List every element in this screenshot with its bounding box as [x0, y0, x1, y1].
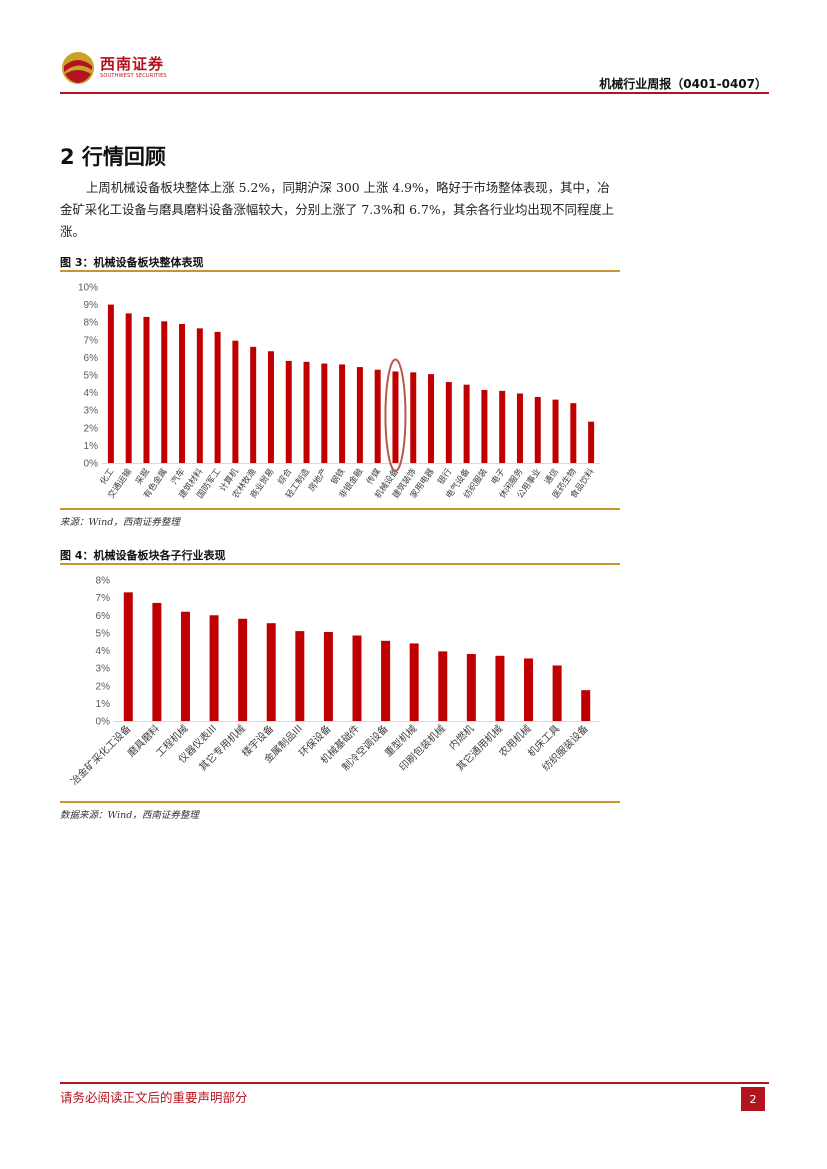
- bar: [196, 328, 203, 463]
- body-paragraph: 上周机械设备板块整体上涨 5.2%，同期沪深 300 上涨 4.9%，略好于市场…: [60, 180, 615, 239]
- bar: [524, 658, 534, 721]
- section-title: 2 行情回顾: [60, 145, 166, 169]
- y-tick-label: 0%: [96, 717, 111, 728]
- y-tick-label: 7%: [96, 593, 111, 604]
- logo-subtitle: SOUTHWEST SECURITIES: [100, 73, 167, 79]
- figure4-top-rule: [60, 563, 620, 565]
- bar: [581, 690, 591, 721]
- footer-disclaimer: 请务必阅读正文后的重要声明部分: [60, 1090, 248, 1105]
- bar: [179, 323, 186, 463]
- bar: [232, 340, 239, 463]
- y-tick-label: 9%: [84, 300, 99, 311]
- highlight-ring: [384, 358, 407, 473]
- bar: [499, 390, 506, 463]
- y-tick-label: 8%: [96, 576, 111, 587]
- y-tick-label: 5%: [96, 628, 111, 639]
- bar: [381, 640, 391, 721]
- bar: [143, 316, 150, 463]
- bar: [552, 399, 559, 463]
- bar: [339, 364, 346, 463]
- y-tick-label: 0%: [84, 459, 99, 470]
- bar: [438, 651, 448, 721]
- bar: [352, 635, 362, 721]
- figure4-source: 数据来源：Wind，西南证券整理: [60, 810, 199, 821]
- logo-emblem-icon: [62, 52, 94, 84]
- logo-name: 西南证券: [100, 55, 165, 73]
- y-tick-label: 6%: [84, 353, 99, 364]
- y-tick-label: 6%: [96, 611, 111, 622]
- figure3-top-rule: [60, 270, 620, 272]
- bar: [428, 374, 435, 463]
- bar: [266, 623, 276, 721]
- x-tick-label: 房地产: [306, 466, 330, 493]
- bar: [481, 389, 488, 463]
- bar: [152, 602, 162, 721]
- bar: [295, 631, 305, 721]
- bar: [267, 351, 274, 463]
- bar: [374, 369, 381, 463]
- bar: [214, 331, 221, 463]
- y-tick-label: 4%: [84, 388, 99, 399]
- footer-divider: [60, 1082, 769, 1084]
- bar: [463, 384, 470, 463]
- y-tick-label: 10%: [78, 283, 98, 294]
- bar: [161, 321, 168, 463]
- y-tick-label: 8%: [84, 318, 99, 329]
- bar: [409, 643, 419, 721]
- bar: [410, 372, 417, 463]
- bar: [250, 346, 257, 463]
- bar: [123, 592, 133, 721]
- bar: [445, 382, 452, 463]
- report-title: 机械行业周报（0401-0407）: [599, 77, 767, 91]
- figure4-bottom-rule: [60, 801, 620, 803]
- y-tick-label: 4%: [96, 646, 111, 657]
- bar: [495, 655, 505, 721]
- bar: [323, 631, 333, 721]
- figure3-source: 来源：Wind，西南证券整理: [60, 517, 180, 528]
- y-tick-label: 3%: [84, 406, 99, 417]
- bar: [392, 371, 399, 463]
- bar: [209, 615, 219, 721]
- bar: [125, 313, 132, 463]
- figure3-bottom-rule: [60, 508, 620, 510]
- y-tick-label: 7%: [84, 335, 99, 346]
- y-tick-label: 2%: [96, 681, 111, 692]
- x-tick-label: 冶金矿采化工设备: [68, 722, 134, 788]
- y-tick-label: 2%: [84, 423, 99, 434]
- bar: [552, 665, 562, 721]
- bar: [285, 360, 292, 463]
- figure4-title: 图 4：机械设备板块各子行业表现: [60, 549, 226, 562]
- subsector-performance-chart: 0%1%2%3%4%5%6%7%8%冶金矿采化工设备磨具磨料工程机械仪器仪表II…: [68, 576, 600, 788]
- bar: [534, 397, 541, 463]
- y-tick-label: 5%: [84, 371, 99, 382]
- bar: [570, 403, 577, 463]
- y-tick-label: 3%: [96, 664, 111, 675]
- figure3-title: 图 3：机械设备板块整体表现: [60, 256, 204, 269]
- bar: [238, 618, 248, 721]
- bar: [516, 393, 523, 463]
- bar: [466, 654, 476, 721]
- bar: [321, 363, 328, 463]
- y-tick-label: 1%: [96, 699, 111, 710]
- bar: [107, 304, 114, 463]
- header-divider: [60, 92, 769, 94]
- bar: [303, 361, 310, 463]
- bar: [180, 611, 190, 721]
- company-logo: 西南证券 SOUTHWEST SECURITIES: [60, 48, 190, 88]
- y-tick-label: 1%: [84, 441, 99, 452]
- page-number: 2: [741, 1087, 765, 1111]
- bar: [588, 421, 595, 463]
- bar: [356, 367, 363, 463]
